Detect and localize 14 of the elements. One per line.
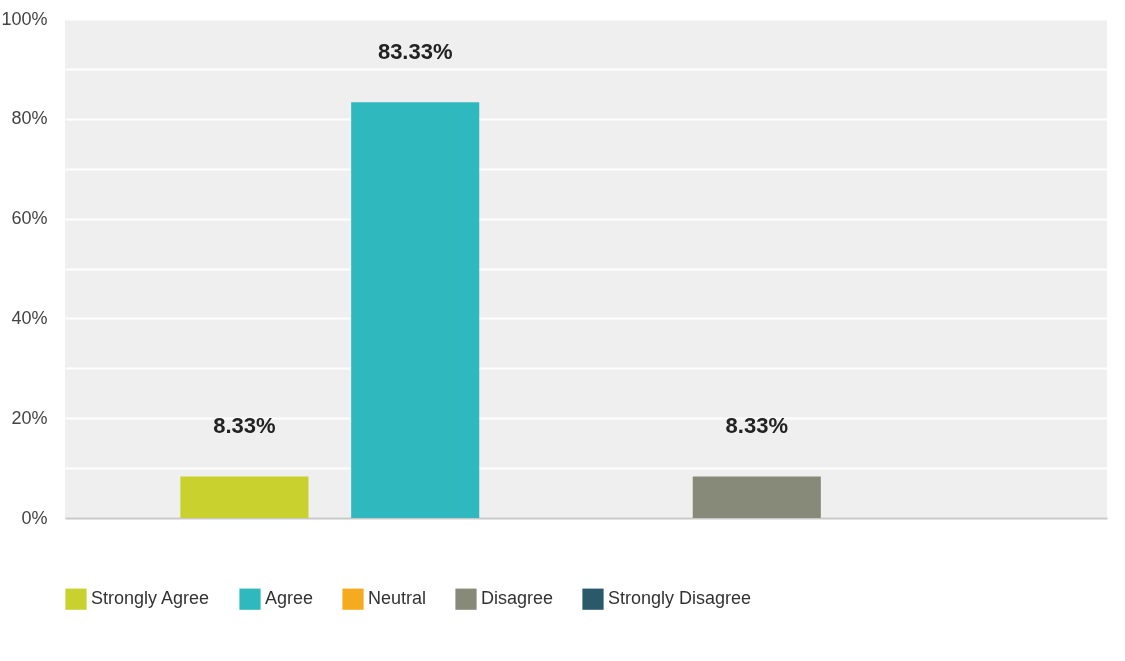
y-tick-label: 100% xyxy=(1,8,48,29)
data-label: 8.33% xyxy=(725,413,788,439)
y-tick-label: 20% xyxy=(11,407,48,428)
y-tick-label: 0% xyxy=(21,507,48,528)
legend-label: Strongly Agree xyxy=(91,588,210,609)
legend-label: Neutral xyxy=(368,588,427,609)
y-tick-label: 80% xyxy=(11,108,48,129)
data-label: 83.33% xyxy=(377,39,453,65)
legend-label: Agree xyxy=(265,588,314,609)
y-tick-label: 60% xyxy=(11,208,48,229)
legend-label: Disagree xyxy=(481,588,554,609)
y-tick-label: 40% xyxy=(11,307,48,328)
legend-label: Strongly Disagree xyxy=(608,588,752,609)
data-label: 8.33% xyxy=(213,413,276,439)
